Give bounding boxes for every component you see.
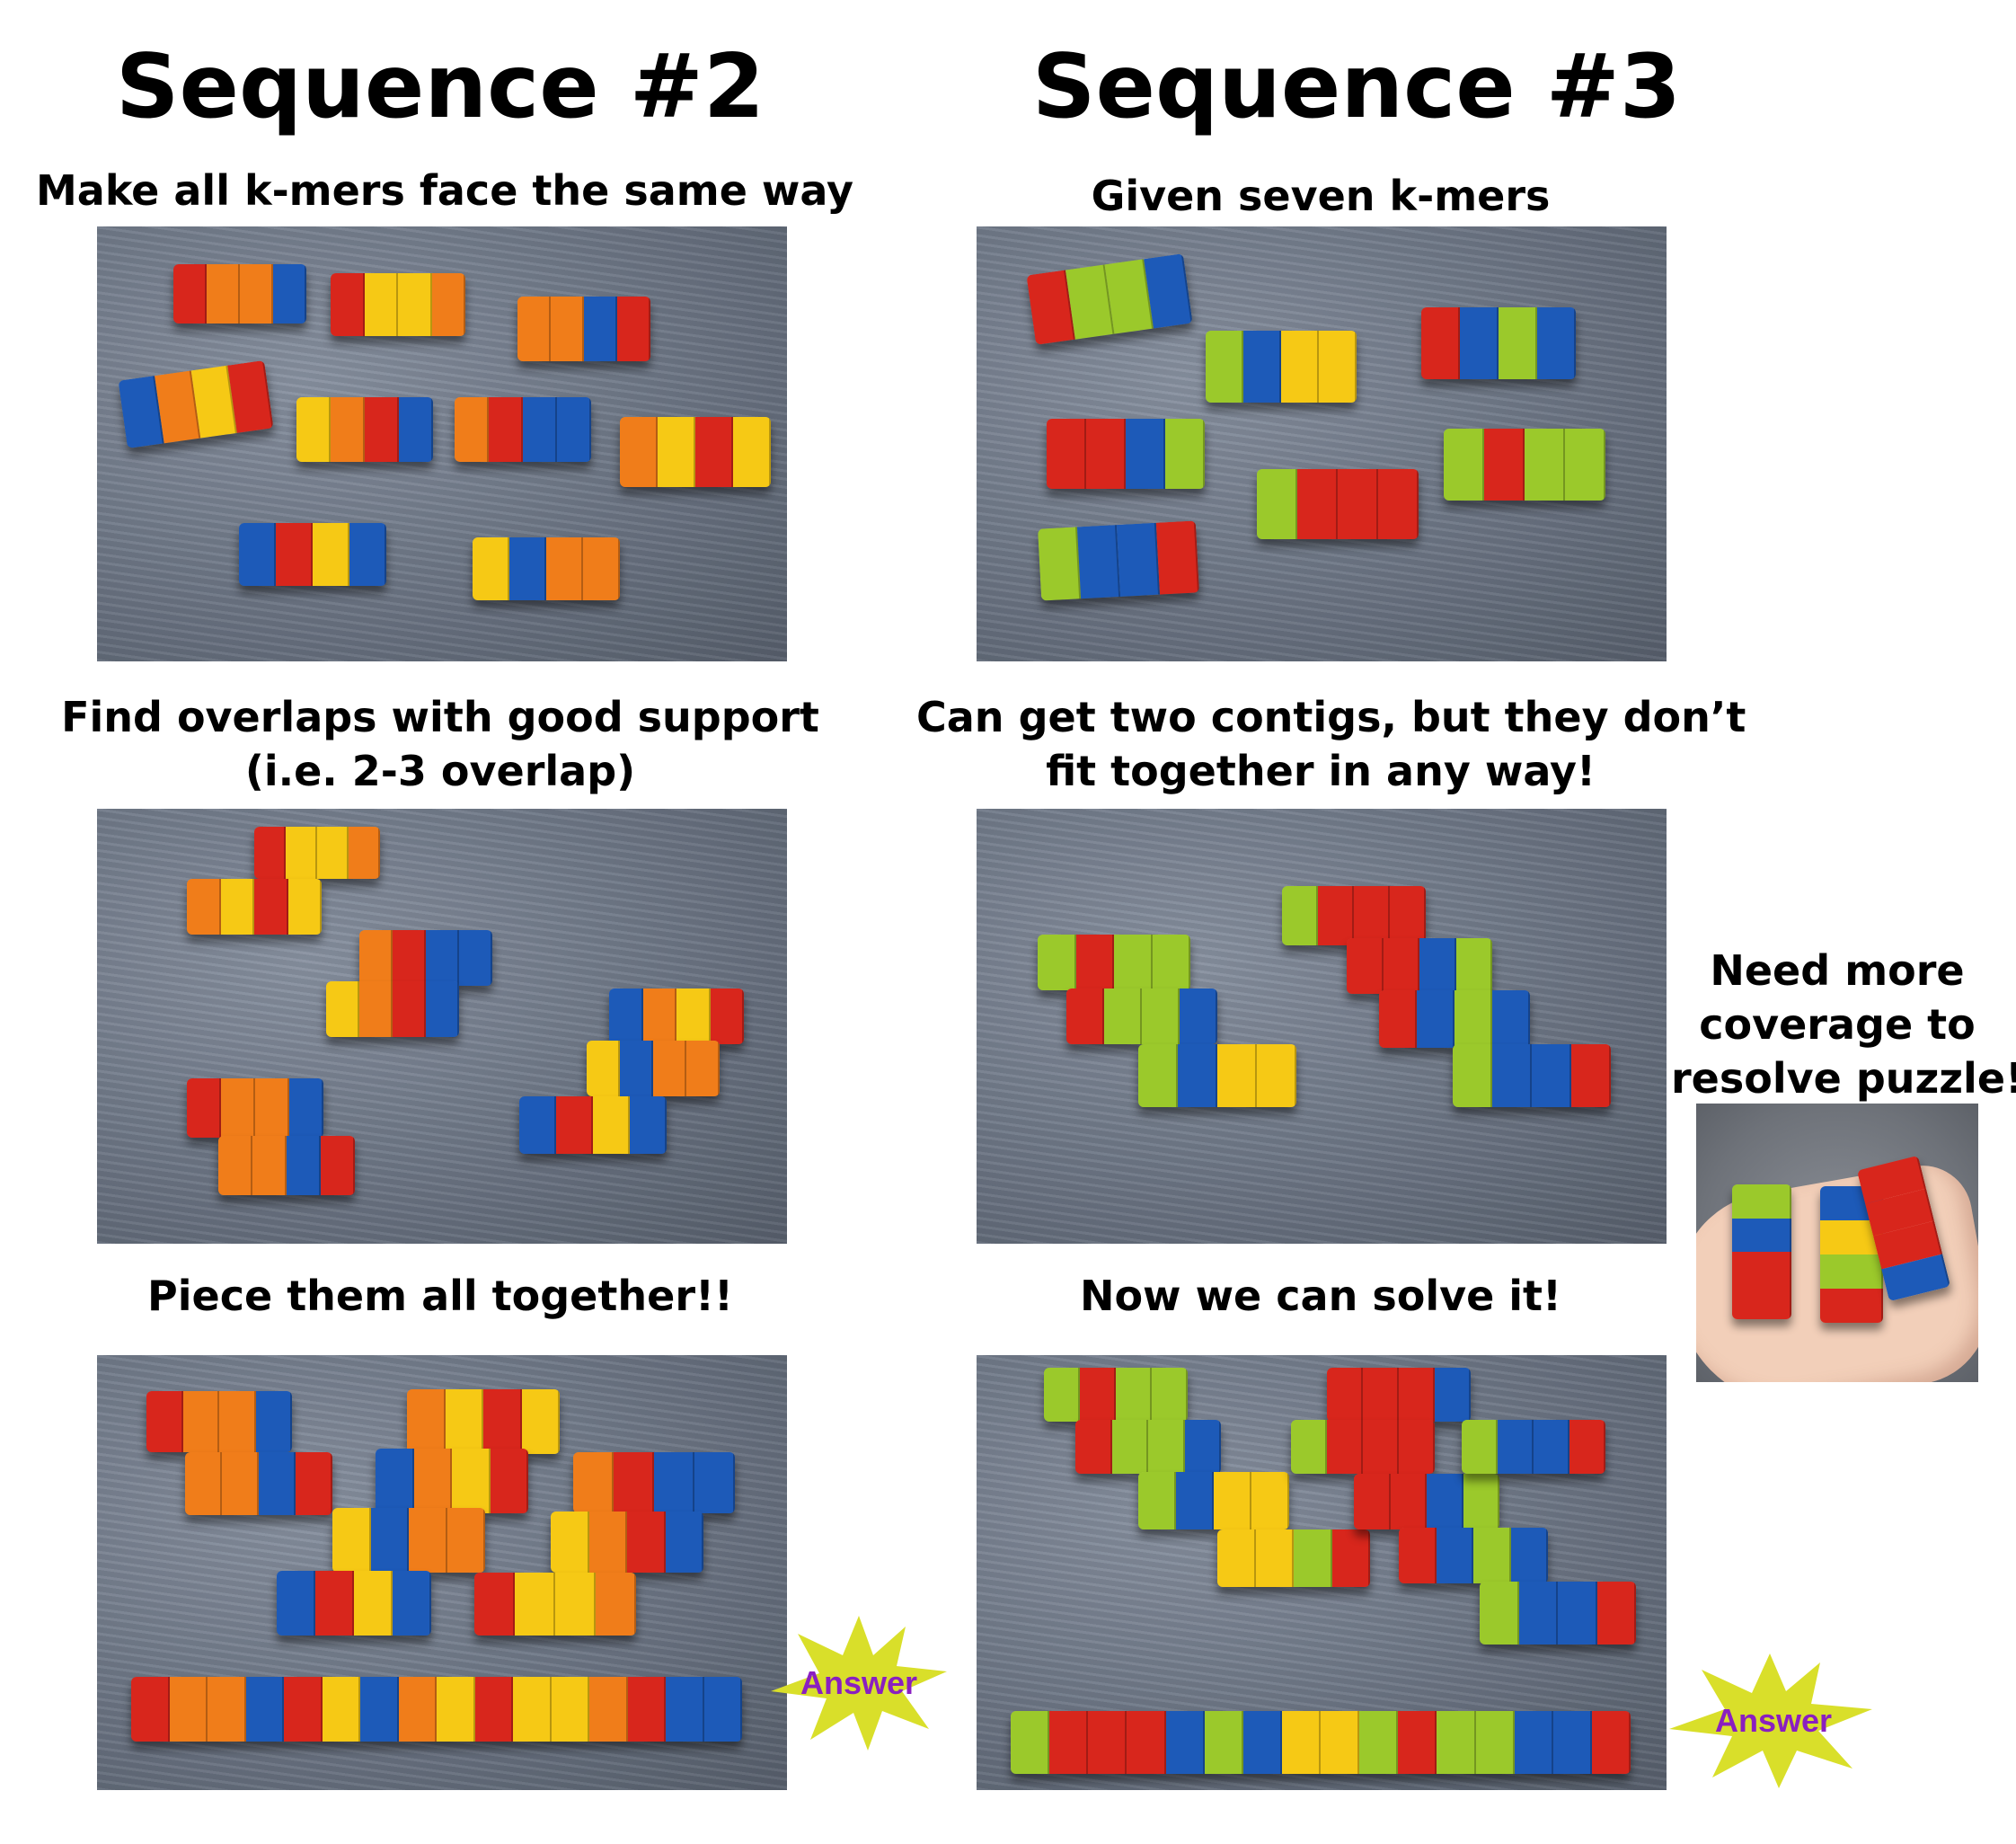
brick [1075,1420,1221,1474]
brick [474,1573,636,1636]
brick [1044,1368,1188,1422]
seq3-answer-strip [1011,1711,1631,1774]
brick [407,1389,560,1454]
seq2-answer-starburst: Answer [771,1616,947,1751]
brick [326,981,459,1037]
seq3-photo-solved [977,1355,1667,1790]
brick [1026,253,1193,345]
side-note-line-1: Need more [1710,946,1965,995]
seq2-photo-overlaps [97,809,787,1244]
seq2-answer-label: Answer [800,1664,918,1701]
brick [1480,1582,1636,1645]
seq3-caption-2: Can get two contigs, but they don’t [916,693,1746,741]
brick [359,930,492,986]
brick [620,417,771,487]
seq3-answer-starburst: Answer [1669,1653,1878,1788]
brick [1462,1420,1605,1474]
brick [1282,886,1426,945]
brick [277,1571,431,1636]
seq3-caption-3: fit together in any way! [1046,747,1596,795]
brick [187,1078,323,1138]
brick [551,1512,703,1573]
brick [1379,990,1530,1048]
brick [1291,1420,1435,1474]
brick [1327,1368,1471,1422]
side-note-line-3: resolve puzzle! [1671,1054,2016,1103]
seq2-caption-1: Make all k-mers face the same way [36,166,854,215]
starburst-icon [1669,1653,1872,1788]
brick [254,827,380,879]
brick [1217,1529,1370,1587]
brick [146,1391,292,1452]
brick [1206,331,1357,403]
brick [517,297,650,361]
brick [118,359,274,449]
hand-holding-kmers-photo [1696,1104,1978,1382]
brick [1138,1472,1289,1529]
sequence-3-title: Sequence #3 [1031,36,1682,138]
side-note-line-2: coverage to [1699,1000,1976,1049]
brick [1354,1474,1499,1529]
brick [173,264,306,324]
seq2-answer-strip [131,1677,742,1742]
brick [1066,988,1217,1044]
brick [573,1452,735,1513]
seq2-caption-3: (i.e. 2-3 overlap) [244,747,636,795]
brick [609,988,744,1044]
starburst-icon [771,1616,947,1751]
brick [218,1136,355,1195]
brick [473,537,620,600]
brick [1038,935,1190,990]
brick [296,397,433,462]
brick [1453,1044,1611,1107]
brick [1047,419,1205,489]
brick [1257,469,1419,539]
brick [1732,1184,1791,1319]
brick [587,1041,720,1096]
brick [455,397,591,462]
brick [332,1508,485,1573]
brick [239,523,386,586]
seq3-photo-contigs [977,809,1667,1244]
brick [1138,1044,1296,1107]
brick [185,1452,332,1515]
seq3-caption-1: Given seven k-mers [1091,172,1551,220]
sequence-2-title: Sequence #2 [115,36,765,138]
brick [376,1449,528,1513]
brick [331,273,465,336]
brick [519,1096,667,1154]
seq2-photo-assembled [97,1355,787,1790]
brick [1421,307,1576,379]
seq2-caption-2: Find overlaps with good support [61,693,819,741]
seq2-caption-4: Piece them all together!! [147,1272,733,1320]
seq3-answer-label: Answer [1714,1702,1833,1739]
seq3-caption-4: Now we can solve it! [1079,1272,1562,1320]
brick [187,879,322,935]
brick [1444,429,1605,501]
brick [1399,1528,1548,1583]
seq3-photo-kmers [977,226,1667,661]
brick [1038,520,1199,601]
seq2-photo-kmers [97,226,787,661]
brick [1347,938,1492,994]
